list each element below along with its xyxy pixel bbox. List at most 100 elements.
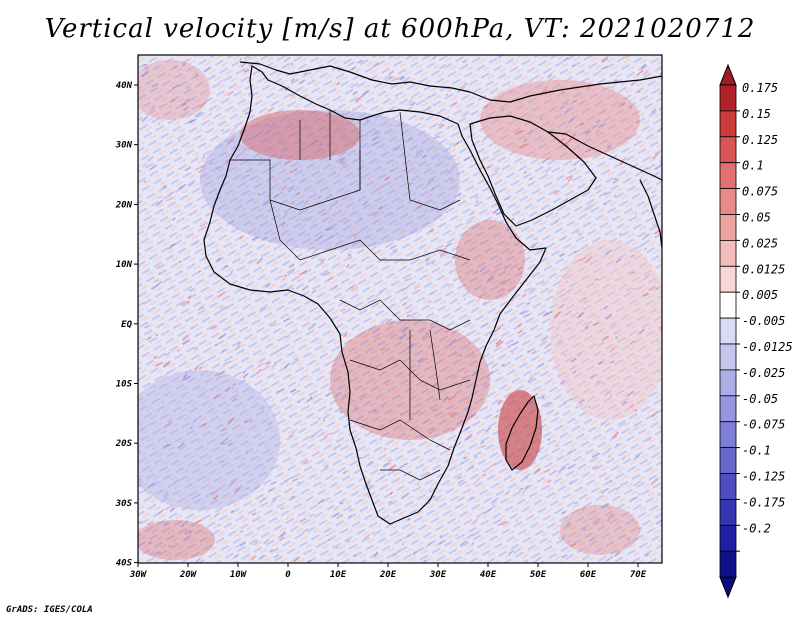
field-speckle bbox=[195, 518, 203, 524]
field-speckle bbox=[527, 79, 532, 84]
field-speckle bbox=[194, 346, 198, 350]
field-speckle bbox=[389, 70, 395, 75]
field-speckle bbox=[607, 454, 612, 458]
field-speckle bbox=[246, 486, 250, 490]
field-speckle bbox=[141, 115, 148, 122]
field-speckle bbox=[257, 362, 264, 368]
field-speckle bbox=[583, 300, 587, 304]
field-speckle bbox=[401, 302, 407, 307]
field-speckle bbox=[371, 531, 375, 535]
colorbar-swatch bbox=[719, 447, 737, 474]
field-speckle bbox=[399, 334, 405, 341]
field-speckle bbox=[462, 60, 467, 64]
field-speckle bbox=[357, 216, 363, 221]
field-speckle bbox=[458, 419, 464, 424]
field-speckle bbox=[569, 543, 576, 548]
field-speckle bbox=[354, 95, 363, 103]
field-speckle bbox=[301, 527, 309, 535]
field-speckle bbox=[451, 178, 454, 181]
field-speckle bbox=[413, 285, 420, 291]
country-borders bbox=[230, 110, 471, 481]
field-speckle bbox=[163, 521, 170, 527]
field-speckle bbox=[244, 420, 249, 424]
field-speckle bbox=[553, 311, 561, 319]
field-speckle bbox=[148, 541, 153, 545]
field-speckle bbox=[459, 354, 463, 358]
field-speckle bbox=[318, 258, 323, 262]
field-speckle bbox=[284, 159, 292, 165]
field-speckle bbox=[284, 476, 293, 482]
field-speckle bbox=[342, 218, 351, 225]
colorbar-label: -0.075 bbox=[742, 418, 785, 432]
field-speckle bbox=[533, 556, 541, 563]
field-speckle bbox=[502, 93, 506, 97]
field-speckle bbox=[385, 347, 389, 351]
field-speckle bbox=[387, 75, 392, 80]
colorbar-swatch bbox=[719, 421, 737, 449]
field-speckle bbox=[328, 407, 334, 412]
field-speckle bbox=[239, 57, 243, 61]
colorbar-swatch bbox=[719, 162, 737, 189]
colorbar-label: 0.0125 bbox=[742, 262, 785, 276]
field-speckle bbox=[615, 443, 619, 447]
field-speckle bbox=[163, 493, 170, 498]
field-speckle bbox=[145, 336, 152, 341]
field-speckle bbox=[473, 455, 478, 459]
field-speckle bbox=[621, 456, 626, 461]
colorbar-swatch bbox=[719, 524, 737, 552]
field-speckle bbox=[613, 194, 617, 198]
lat-label: 40N bbox=[116, 81, 133, 91]
field-speckle bbox=[533, 370, 541, 376]
field-speckle bbox=[220, 437, 229, 445]
field-speckle bbox=[573, 159, 581, 167]
field-speckle bbox=[156, 263, 165, 270]
field-speckle bbox=[634, 212, 638, 216]
field-speckle bbox=[528, 410, 534, 415]
field-speckle bbox=[220, 306, 229, 312]
field-speckle bbox=[498, 279, 506, 286]
field-speckle bbox=[632, 287, 636, 291]
field-speckle bbox=[446, 482, 450, 486]
field-speckle bbox=[327, 207, 332, 211]
field-speckle bbox=[310, 394, 317, 401]
colorbar-swatch bbox=[719, 498, 737, 526]
field-speckle bbox=[333, 505, 339, 511]
field-speckle bbox=[183, 373, 188, 379]
field-speckle bbox=[247, 259, 253, 265]
colorbar-swatch bbox=[719, 291, 737, 319]
field-speckle bbox=[648, 285, 656, 292]
colorbar-swatch bbox=[719, 136, 737, 164]
field-speckle bbox=[471, 350, 475, 354]
field-speckle bbox=[244, 109, 254, 115]
field-speckle bbox=[291, 287, 295, 291]
field-speckle bbox=[610, 360, 615, 364]
field-speckle bbox=[349, 283, 358, 289]
field-speckle bbox=[421, 468, 426, 473]
field-speckle bbox=[639, 177, 643, 181]
field-speckle bbox=[350, 82, 359, 88]
field-speckle bbox=[403, 167, 409, 172]
field-speckle bbox=[420, 434, 425, 438]
field-speckle bbox=[482, 473, 487, 477]
field-speckle bbox=[401, 491, 410, 499]
field-speckle bbox=[289, 389, 295, 394]
field-speckle bbox=[319, 142, 323, 146]
lon-label: 0 bbox=[285, 570, 291, 580]
field-speckle bbox=[513, 432, 521, 438]
field-speckle bbox=[565, 288, 574, 294]
field-speckle bbox=[301, 442, 308, 448]
field-speckle bbox=[386, 318, 392, 324]
field-speckle bbox=[218, 459, 226, 464]
field-speckle bbox=[497, 399, 503, 405]
field-speckle bbox=[650, 478, 658, 486]
field-speckle bbox=[318, 417, 321, 420]
field-speckle bbox=[351, 140, 356, 145]
colorbar-swatch bbox=[719, 214, 737, 241]
field-speckle bbox=[143, 180, 146, 183]
field-speckle bbox=[554, 217, 561, 224]
field-speckle bbox=[541, 280, 549, 286]
field-speckle bbox=[362, 491, 370, 498]
field-speckle bbox=[224, 139, 228, 143]
field-speckle bbox=[655, 518, 662, 525]
